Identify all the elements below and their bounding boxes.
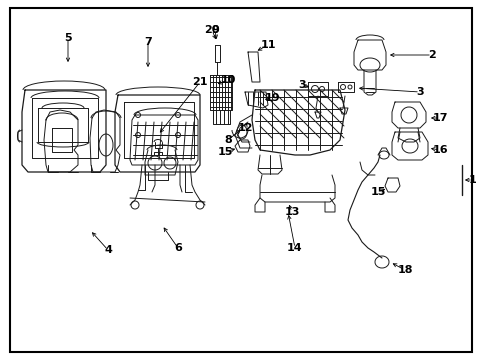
Text: 18: 18 bbox=[396, 265, 412, 275]
Text: 8: 8 bbox=[224, 135, 231, 145]
Text: 21: 21 bbox=[192, 77, 207, 87]
Text: 17: 17 bbox=[431, 113, 447, 123]
Text: 3: 3 bbox=[415, 87, 423, 97]
Text: 1: 1 bbox=[468, 175, 476, 185]
Text: 7: 7 bbox=[144, 37, 152, 47]
Text: 6: 6 bbox=[174, 243, 182, 253]
Text: 16: 16 bbox=[431, 145, 447, 155]
Text: 10: 10 bbox=[220, 75, 235, 85]
Text: 3: 3 bbox=[298, 80, 305, 90]
Text: 20: 20 bbox=[204, 25, 219, 35]
Text: 5: 5 bbox=[64, 33, 72, 43]
Text: 15: 15 bbox=[369, 187, 385, 197]
Text: 13: 13 bbox=[284, 207, 299, 217]
Text: 4: 4 bbox=[104, 245, 112, 255]
Text: 19: 19 bbox=[264, 93, 279, 103]
Text: 12: 12 bbox=[237, 123, 252, 133]
Text: 14: 14 bbox=[286, 243, 302, 253]
Text: 2: 2 bbox=[427, 50, 435, 60]
Text: 15: 15 bbox=[217, 147, 232, 157]
Text: 9: 9 bbox=[211, 25, 219, 35]
Text: 11: 11 bbox=[260, 40, 275, 50]
